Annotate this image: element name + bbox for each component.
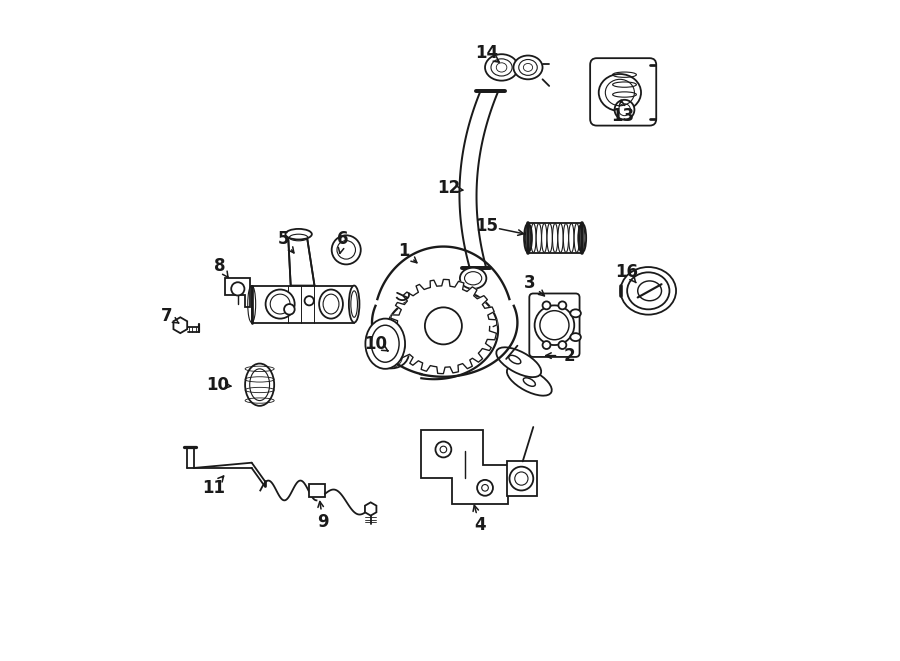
Polygon shape [421,430,508,504]
Circle shape [304,296,314,305]
Polygon shape [365,502,376,516]
Text: 10: 10 [364,334,388,353]
Ellipse shape [558,223,563,253]
Text: 6: 6 [338,230,348,249]
Circle shape [477,480,493,496]
Text: 12: 12 [437,179,460,198]
FancyBboxPatch shape [309,484,325,497]
Text: 5: 5 [278,230,289,249]
Circle shape [266,290,294,319]
Polygon shape [369,260,518,385]
Ellipse shape [285,229,312,239]
Text: 16: 16 [616,263,639,282]
Ellipse shape [563,223,569,253]
Ellipse shape [547,223,553,253]
Ellipse shape [569,223,574,253]
Ellipse shape [571,333,580,341]
Text: 11: 11 [202,479,225,497]
Text: 3: 3 [524,274,536,292]
Text: 1: 1 [398,242,410,260]
Ellipse shape [574,223,580,253]
Polygon shape [288,234,314,286]
Text: 8: 8 [214,256,226,275]
Ellipse shape [526,223,531,253]
Ellipse shape [531,223,536,253]
Ellipse shape [598,74,641,111]
Circle shape [543,301,551,309]
Polygon shape [528,223,582,253]
Ellipse shape [365,319,405,369]
Circle shape [332,235,361,264]
Ellipse shape [553,223,558,253]
Ellipse shape [320,290,343,319]
Polygon shape [460,91,499,268]
Ellipse shape [620,267,676,315]
Ellipse shape [514,56,543,79]
Circle shape [231,282,245,295]
Polygon shape [252,286,355,323]
Ellipse shape [485,54,518,81]
Ellipse shape [460,268,486,289]
Polygon shape [390,280,497,373]
Text: 2: 2 [563,346,575,365]
Circle shape [558,301,566,309]
Text: 4: 4 [474,516,486,535]
Circle shape [436,442,451,457]
Circle shape [509,467,534,490]
Circle shape [615,100,634,120]
Ellipse shape [496,347,541,377]
Ellipse shape [245,364,274,406]
Circle shape [543,341,551,349]
Ellipse shape [507,366,552,396]
Text: 15: 15 [475,217,498,235]
Text: 14: 14 [475,44,498,62]
FancyBboxPatch shape [529,293,580,357]
Text: 10: 10 [206,375,229,394]
Circle shape [535,305,574,345]
Ellipse shape [580,223,585,253]
FancyBboxPatch shape [590,58,656,126]
Ellipse shape [349,286,359,323]
Text: 9: 9 [318,513,328,531]
Text: 13: 13 [612,106,634,125]
Polygon shape [225,278,250,307]
Text: 7: 7 [161,307,173,325]
Polygon shape [174,317,187,333]
FancyBboxPatch shape [507,461,536,496]
Ellipse shape [370,335,409,368]
Circle shape [425,307,462,344]
Ellipse shape [571,309,580,317]
Circle shape [558,341,566,349]
Ellipse shape [542,223,547,253]
Circle shape [284,304,294,315]
Ellipse shape [536,223,542,253]
